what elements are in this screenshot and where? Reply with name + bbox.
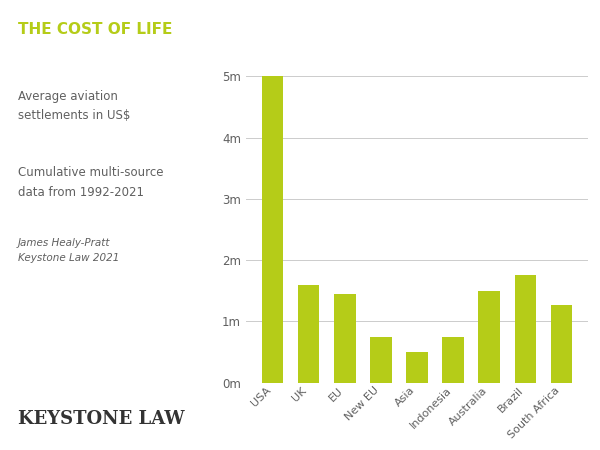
Bar xyxy=(298,284,319,382)
Bar xyxy=(478,291,500,382)
Bar xyxy=(406,352,428,382)
Text: THE COST OF LIFE: THE COST OF LIFE xyxy=(18,22,172,37)
Text: Average aviation
settlements in US$: Average aviation settlements in US$ xyxy=(18,90,130,122)
Text: James Healy-Pratt
Keystone Law 2021: James Healy-Pratt Keystone Law 2021 xyxy=(18,238,119,263)
Text: KEYSTONE LAW: KEYSTONE LAW xyxy=(18,410,185,427)
Bar xyxy=(442,337,464,382)
Bar xyxy=(370,337,392,382)
Bar xyxy=(515,275,536,382)
Bar xyxy=(551,305,572,382)
Bar xyxy=(334,294,356,382)
Bar xyxy=(262,76,283,382)
Text: Cumulative multi-source
data from 1992-2021: Cumulative multi-source data from 1992-2… xyxy=(18,166,163,198)
